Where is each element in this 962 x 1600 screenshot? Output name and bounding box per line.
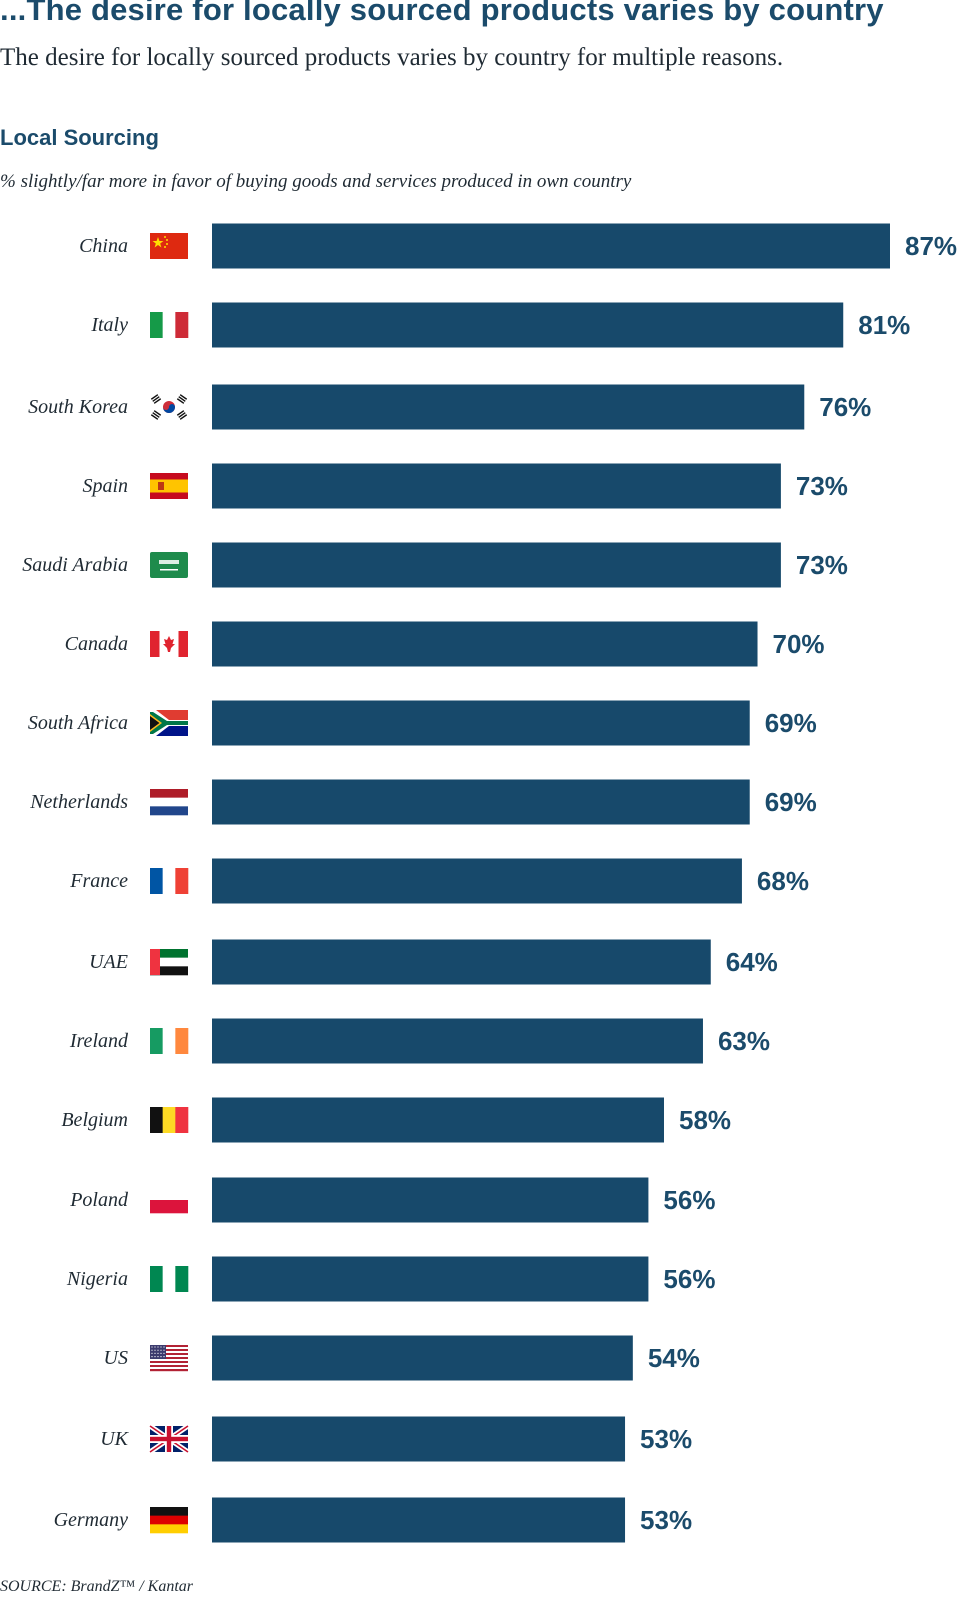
uk-flag-icon	[148, 1423, 190, 1455]
value-label: 69%	[765, 708, 817, 738]
bar	[212, 542, 781, 588]
bar	[212, 1097, 664, 1143]
country-label: UK	[100, 1428, 129, 1450]
bar	[212, 779, 750, 825]
bar	[212, 302, 844, 348]
country-label: Italy	[90, 314, 128, 336]
bar	[212, 463, 781, 509]
value-label: 87%	[905, 231, 957, 261]
south-korea-flag-icon	[150, 394, 188, 420]
value-label: 53%	[640, 1424, 692, 1454]
bar	[212, 223, 890, 269]
country-label: Saudi Arabia	[22, 554, 128, 576]
country-label: Nigeria	[66, 1268, 128, 1290]
country-label: US	[104, 1347, 128, 1369]
value-label: 76%	[819, 392, 871, 422]
bar	[212, 1335, 633, 1381]
south-africa-flag-icon	[150, 710, 188, 736]
value-label: 54%	[648, 1343, 700, 1373]
poland-flag-icon	[150, 1187, 188, 1214]
country-label: China	[79, 235, 128, 257]
country-label: Spain	[82, 475, 128, 497]
uae-flag-icon	[150, 949, 188, 976]
bar	[212, 1497, 626, 1543]
value-label: 68%	[757, 866, 809, 896]
country-label: Belgium	[61, 1109, 128, 1131]
value-label: 73%	[796, 550, 848, 580]
source-note: SOURCE: BrandZ™ / Kantar	[0, 1578, 194, 1595]
page-subhead: The desire for locally sourced products …	[0, 44, 784, 71]
bar	[212, 700, 750, 746]
country-label: France	[69, 870, 128, 892]
bar	[212, 939, 711, 985]
value-label: 64%	[726, 947, 778, 977]
germany-flag-icon	[150, 1507, 188, 1534]
bar	[212, 621, 758, 667]
value-label: 73%	[796, 471, 848, 501]
country-label: South Korea	[28, 396, 128, 418]
country-label: Poland	[69, 1189, 129, 1211]
page-headline: ...The desire for locally sourced produc…	[0, 0, 884, 27]
value-label: 56%	[663, 1185, 715, 1215]
bar	[212, 1177, 649, 1223]
italy-flag-icon	[150, 312, 189, 338]
country-label: Canada	[65, 633, 128, 655]
country-label: Ireland	[69, 1030, 129, 1052]
country-label: Netherlands	[29, 791, 128, 813]
country-label: South Africa	[28, 712, 128, 734]
nigeria-flag-icon	[150, 1266, 189, 1292]
country-label: Germany	[54, 1509, 129, 1531]
china-flag-icon	[150, 233, 188, 259]
belgium-flag-icon	[150, 1107, 189, 1133]
bar	[212, 1018, 703, 1064]
bar	[212, 858, 742, 904]
chart-title: Local Sourcing	[0, 125, 159, 150]
canada-flag-icon	[150, 631, 188, 657]
value-label: 56%	[663, 1264, 715, 1294]
spain-flag-icon	[150, 473, 188, 499]
value-label: 53%	[640, 1505, 692, 1535]
value-label: 63%	[718, 1026, 770, 1056]
value-label: 58%	[679, 1105, 731, 1135]
us-flag-icon	[150, 1345, 188, 1372]
value-label: 81%	[858, 310, 910, 340]
netherlands-flag-icon	[150, 789, 188, 816]
saudi-arabia-flag-icon	[150, 552, 188, 578]
bar	[212, 1256, 649, 1302]
bar	[212, 1416, 626, 1462]
ireland-flag-icon	[150, 1028, 189, 1054]
country-label: UAE	[89, 951, 128, 973]
value-label: 70%	[773, 629, 825, 659]
chart-subtitle: % slightly/far more in favor of buying g…	[0, 171, 632, 192]
france-flag-icon	[150, 868, 189, 894]
bar	[212, 384, 805, 430]
value-label: 69%	[765, 787, 817, 817]
